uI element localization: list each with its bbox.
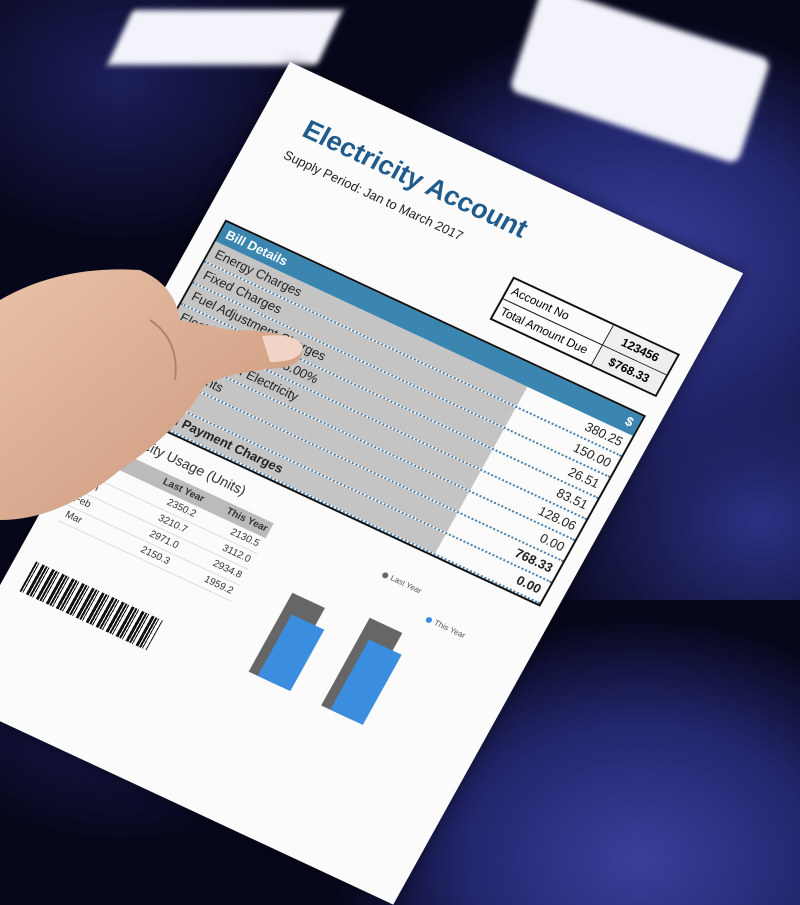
legend-dot <box>425 615 434 624</box>
hand-palm <box>0 269 303 520</box>
legend-this-year: This Year <box>424 614 467 640</box>
legend-label: This Year <box>432 618 468 641</box>
finger-crease <box>149 319 177 381</box>
thumbnail <box>262 335 303 362</box>
hand <box>0 269 303 520</box>
